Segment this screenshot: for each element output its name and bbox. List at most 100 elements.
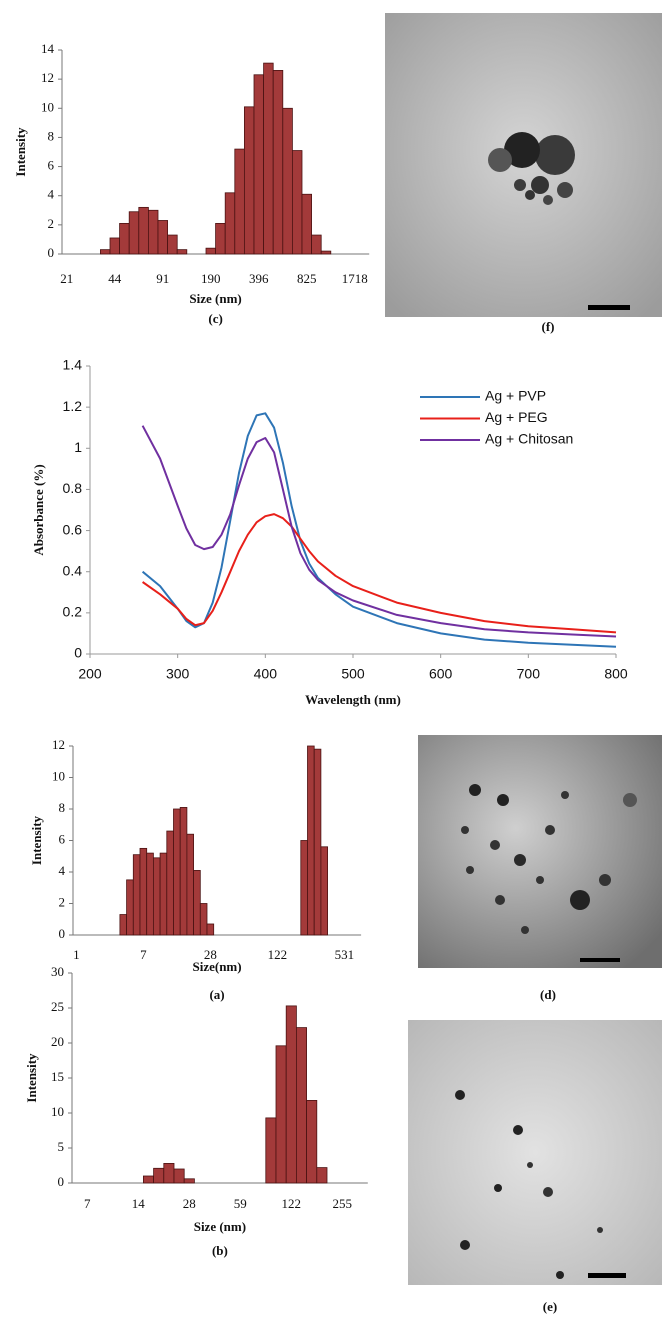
bar	[109, 237, 121, 255]
bar	[138, 206, 149, 255]
bar	[152, 857, 161, 936]
bar	[100, 249, 111, 255]
bar	[316, 1167, 328, 1184]
line-series	[141, 412, 617, 648]
legend-label: Ag + PVP	[485, 388, 546, 404]
bar	[313, 748, 322, 936]
x-tick-label: 500	[341, 666, 365, 682]
bar	[215, 222, 226, 255]
y-axis-label: Intensity	[24, 1053, 39, 1103]
bar	[119, 222, 130, 255]
bar	[139, 847, 148, 936]
tem-image-e	[408, 1020, 662, 1285]
bar	[142, 1175, 154, 1184]
legend-label: Ag + Chitosan	[485, 431, 573, 447]
x-tick-label: 600	[429, 666, 453, 682]
bar	[176, 249, 188, 255]
y-tick-label: 4	[48, 187, 55, 202]
bar	[295, 1027, 307, 1184]
x-tick-label: 396	[249, 271, 269, 286]
y-tick-label: 0	[74, 645, 82, 661]
bar	[157, 220, 169, 255]
y-tick-label: 10	[41, 99, 54, 114]
bar	[173, 1168, 185, 1184]
bar	[199, 903, 208, 936]
bar	[167, 234, 178, 255]
x-tick-label: 200	[78, 666, 102, 682]
bar	[146, 852, 154, 936]
y-tick-label: 1	[74, 439, 82, 455]
y-tick-label: 6	[59, 831, 66, 846]
bar	[186, 833, 194, 936]
x-tick-label: 1718	[342, 271, 368, 286]
y-tick-label: 12	[52, 737, 65, 752]
bar	[307, 745, 315, 936]
x-tick-label: 255	[333, 1196, 353, 1211]
bar	[147, 209, 159, 255]
caption: (a)	[209, 987, 224, 1002]
y-tick-label: 15	[51, 1069, 64, 1084]
bar	[253, 74, 265, 255]
bar	[119, 914, 128, 936]
image-caption: (d)	[540, 987, 556, 1002]
y-tick-label: 0.2	[63, 604, 83, 620]
y-tick-label: 0.8	[63, 480, 83, 496]
y-tick-label: 0.4	[63, 562, 83, 578]
image-caption: (e)	[543, 1299, 557, 1314]
bar	[291, 150, 303, 255]
bar	[153, 1167, 165, 1184]
y-tick-label: 8	[59, 800, 66, 815]
y-tick-label: 1.2	[63, 398, 83, 414]
tem-image-d	[418, 735, 662, 968]
y-tick-label: 10	[51, 1104, 64, 1119]
x-axis-label: Size (nm)	[194, 1219, 246, 1234]
bar	[206, 923, 215, 936]
x-tick-label: 122	[268, 947, 288, 962]
y-axis-label: Absorbance (%)	[31, 464, 46, 555]
y-tick-label: 2	[48, 216, 55, 231]
bar	[265, 1117, 277, 1184]
bar	[159, 852, 168, 936]
line-series	[141, 425, 617, 638]
bar	[320, 846, 328, 936]
x-tick-label: 800	[604, 666, 628, 682]
x-axis-label: Size (nm)	[189, 291, 241, 306]
bar	[275, 1045, 287, 1184]
image-caption: (f)	[542, 319, 555, 334]
bar	[272, 70, 284, 255]
x-tick-label: 7	[84, 1196, 91, 1211]
x-tick-label: 14	[132, 1196, 146, 1211]
y-tick-label: 12	[41, 70, 54, 85]
y-tick-label: 0	[59, 926, 66, 941]
bar	[183, 1178, 195, 1184]
x-tick-label: 300	[166, 666, 190, 682]
y-tick-label: 6	[48, 158, 55, 173]
x-axis-label: Wavelength (nm)	[305, 692, 401, 707]
y-tick-label: 20	[51, 1034, 64, 1049]
x-tick-label: 531	[335, 947, 355, 962]
bar	[282, 107, 293, 255]
x-tick-label: 700	[517, 666, 541, 682]
bar	[193, 870, 201, 936]
line-series	[142, 513, 617, 634]
x-tick-label: 122	[282, 1196, 302, 1211]
x-tick-label: 44	[108, 271, 122, 286]
bar	[173, 808, 181, 936]
bar	[179, 807, 188, 936]
x-tick-label: 21	[60, 271, 73, 286]
bar	[300, 840, 308, 936]
bar	[224, 192, 236, 255]
x-tick-label: 825	[297, 271, 317, 286]
bar	[126, 879, 134, 936]
y-tick-label: 0	[48, 245, 55, 260]
bar	[166, 830, 174, 936]
x-tick-label: 91	[156, 271, 169, 286]
y-tick-label: 1.4	[63, 357, 83, 373]
y-tick-label: 8	[48, 128, 55, 143]
x-tick-label: 400	[254, 666, 278, 682]
bar	[243, 106, 255, 255]
tem-image-f	[385, 13, 662, 317]
bar	[205, 247, 217, 255]
